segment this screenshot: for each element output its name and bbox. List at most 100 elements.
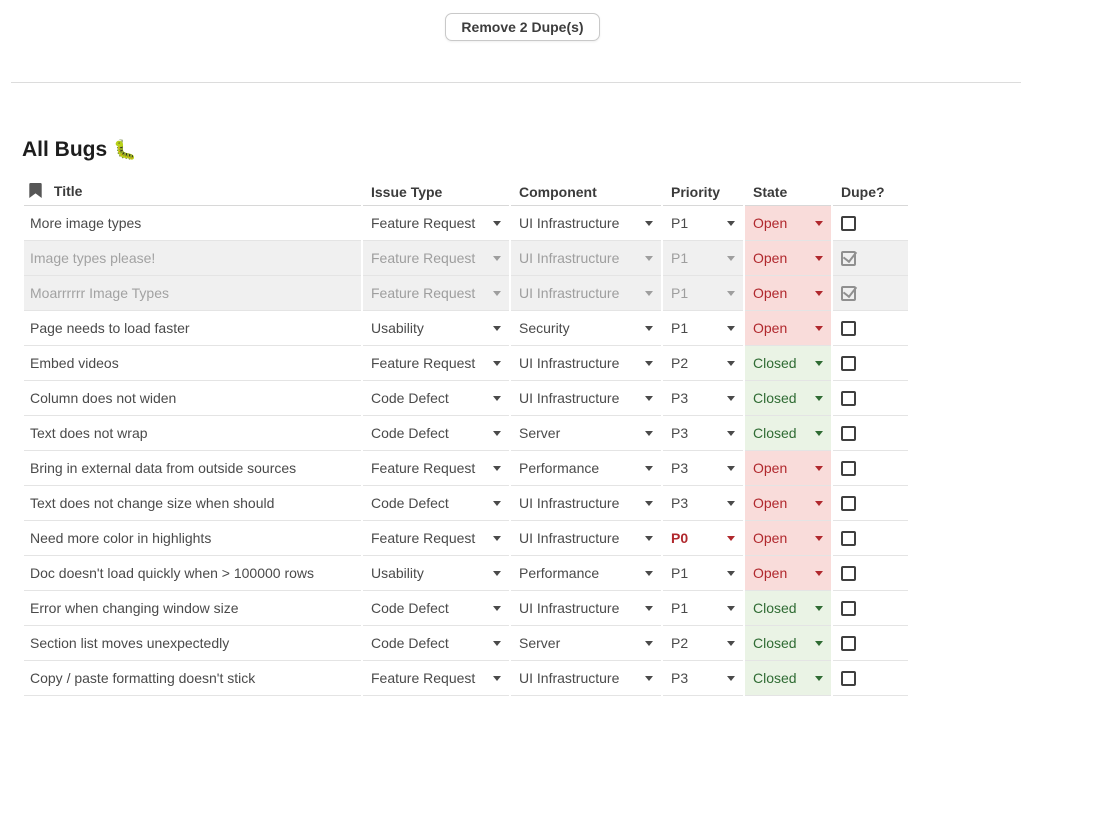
component-select[interactable]: UI Infrastructure bbox=[511, 381, 661, 416]
issue-type-select[interactable]: Code Defect bbox=[363, 486, 509, 521]
component-select[interactable]: Server bbox=[511, 416, 661, 451]
dupe-checkbox[interactable] bbox=[841, 321, 856, 337]
component-value: UI Infrastructure bbox=[519, 215, 620, 231]
issue-type-value: Usability bbox=[371, 565, 424, 581]
component-select[interactable]: Security bbox=[511, 311, 661, 346]
component-select[interactable]: UI Infrastructure bbox=[511, 206, 661, 241]
priority-value: P3 bbox=[671, 460, 689, 476]
priority-select[interactable]: P0 bbox=[663, 521, 743, 556]
issue-type-select[interactable]: Feature Request bbox=[363, 521, 509, 556]
component-select[interactable]: UI Infrastructure bbox=[511, 486, 661, 521]
issue-type-select[interactable]: Usability bbox=[363, 556, 509, 591]
dupe-checkbox[interactable] bbox=[841, 496, 856, 512]
state-select[interactable]: Closed bbox=[745, 346, 831, 381]
dupe-checkbox[interactable] bbox=[841, 286, 856, 302]
dupe-checkbox[interactable] bbox=[841, 251, 856, 267]
chevron-down-icon bbox=[645, 640, 653, 646]
chevron-down-icon bbox=[645, 500, 653, 506]
state-value: Open bbox=[753, 215, 788, 231]
state-select[interactable]: Open bbox=[745, 206, 831, 241]
dupe-checkbox[interactable] bbox=[841, 461, 856, 477]
priority-select[interactable]: P1 bbox=[663, 591, 743, 626]
dupe-cell bbox=[833, 451, 908, 486]
state-select[interactable]: Closed bbox=[745, 416, 831, 451]
chevron-down-icon bbox=[727, 360, 735, 366]
issue-type-select[interactable]: Usability bbox=[363, 311, 509, 346]
component-value: Security bbox=[519, 320, 570, 336]
component-value: Performance bbox=[519, 565, 600, 581]
priority-select[interactable]: P1 bbox=[663, 311, 743, 346]
dupe-checkbox[interactable] bbox=[841, 216, 856, 232]
issue-type-select[interactable]: Feature Request bbox=[363, 206, 509, 241]
priority-value: P1 bbox=[671, 565, 689, 581]
dupe-checkbox[interactable] bbox=[841, 391, 856, 407]
issue-type-select[interactable]: Code Defect bbox=[363, 381, 509, 416]
component-select[interactable]: Server bbox=[511, 626, 661, 661]
chevron-down-icon bbox=[727, 430, 735, 436]
state-select[interactable]: Open bbox=[745, 276, 831, 311]
bug-title: Text does not change size when should bbox=[24, 486, 361, 521]
priority-value: P1 bbox=[671, 600, 689, 616]
component-select[interactable]: UI Infrastructure bbox=[511, 241, 661, 276]
issue-type-select[interactable]: Feature Request bbox=[363, 346, 509, 381]
dupe-checkbox[interactable] bbox=[841, 671, 856, 687]
state-select[interactable]: Closed bbox=[745, 591, 831, 626]
component-select[interactable]: Performance bbox=[511, 451, 661, 486]
state-select[interactable]: Closed bbox=[745, 626, 831, 661]
state-select[interactable]: Open bbox=[745, 241, 831, 276]
issue-type-select[interactable]: Feature Request bbox=[363, 451, 509, 486]
component-select[interactable]: Performance bbox=[511, 556, 661, 591]
component-select[interactable]: UI Infrastructure bbox=[511, 276, 661, 311]
remove-dupes-button[interactable]: Remove 2 Dupe(s) bbox=[445, 13, 600, 41]
chevron-down-icon bbox=[815, 290, 823, 296]
priority-select[interactable]: P3 bbox=[663, 381, 743, 416]
priority-select[interactable]: P1 bbox=[663, 276, 743, 311]
priority-select[interactable]: P1 bbox=[663, 206, 743, 241]
dupe-checkbox[interactable] bbox=[841, 636, 856, 652]
state-select[interactable]: Closed bbox=[745, 661, 831, 696]
chevron-down-icon bbox=[493, 570, 501, 576]
dupe-cell bbox=[833, 346, 908, 381]
priority-select[interactable]: P3 bbox=[663, 416, 743, 451]
state-select[interactable]: Open bbox=[745, 556, 831, 591]
priority-select[interactable]: P1 bbox=[663, 556, 743, 591]
dupe-checkbox[interactable] bbox=[841, 356, 856, 372]
issue-type-select[interactable]: Feature Request bbox=[363, 276, 509, 311]
dupe-cell bbox=[833, 241, 908, 276]
component-select[interactable]: UI Infrastructure bbox=[511, 661, 661, 696]
state-select[interactable]: Open bbox=[745, 311, 831, 346]
priority-select[interactable]: P3 bbox=[663, 451, 743, 486]
component-value: UI Infrastructure bbox=[519, 530, 620, 546]
priority-select[interactable]: P3 bbox=[663, 486, 743, 521]
chevron-down-icon bbox=[645, 570, 653, 576]
state-select[interactable]: Open bbox=[745, 451, 831, 486]
dupe-checkbox[interactable] bbox=[841, 601, 856, 617]
state-select[interactable]: Closed bbox=[745, 381, 831, 416]
component-select[interactable]: UI Infrastructure bbox=[511, 591, 661, 626]
issue-type-select[interactable]: Code Defect bbox=[363, 591, 509, 626]
dupe-cell bbox=[833, 661, 908, 696]
issue-type-select[interactable]: Code Defect bbox=[363, 626, 509, 661]
dupe-checkbox[interactable] bbox=[841, 426, 856, 442]
dupe-checkbox[interactable] bbox=[841, 531, 856, 547]
dupe-cell bbox=[833, 416, 908, 451]
issue-type-select[interactable]: Feature Request bbox=[363, 661, 509, 696]
bug-title: Section list moves unexpectedly bbox=[24, 626, 361, 661]
chevron-down-icon bbox=[727, 220, 735, 226]
component-select[interactable]: UI Infrastructure bbox=[511, 346, 661, 381]
priority-select[interactable]: P2 bbox=[663, 346, 743, 381]
table-row: Column does not widen Code Defect UI Inf… bbox=[24, 381, 908, 416]
priority-select[interactable]: P2 bbox=[663, 626, 743, 661]
issue-type-select[interactable]: Code Defect bbox=[363, 416, 509, 451]
chevron-down-icon bbox=[815, 325, 823, 331]
dupe-checkbox[interactable] bbox=[841, 566, 856, 582]
issue-type-select[interactable]: Feature Request bbox=[363, 241, 509, 276]
priority-select[interactable]: P1 bbox=[663, 241, 743, 276]
toolbar: Remove 2 Dupe(s) bbox=[0, 0, 1045, 41]
state-select[interactable]: Open bbox=[745, 521, 831, 556]
priority-select[interactable]: P3 bbox=[663, 661, 743, 696]
component-select[interactable]: UI Infrastructure bbox=[511, 521, 661, 556]
state-select[interactable]: Open bbox=[745, 486, 831, 521]
chevron-down-icon bbox=[645, 535, 653, 541]
dupe-cell bbox=[833, 486, 908, 521]
